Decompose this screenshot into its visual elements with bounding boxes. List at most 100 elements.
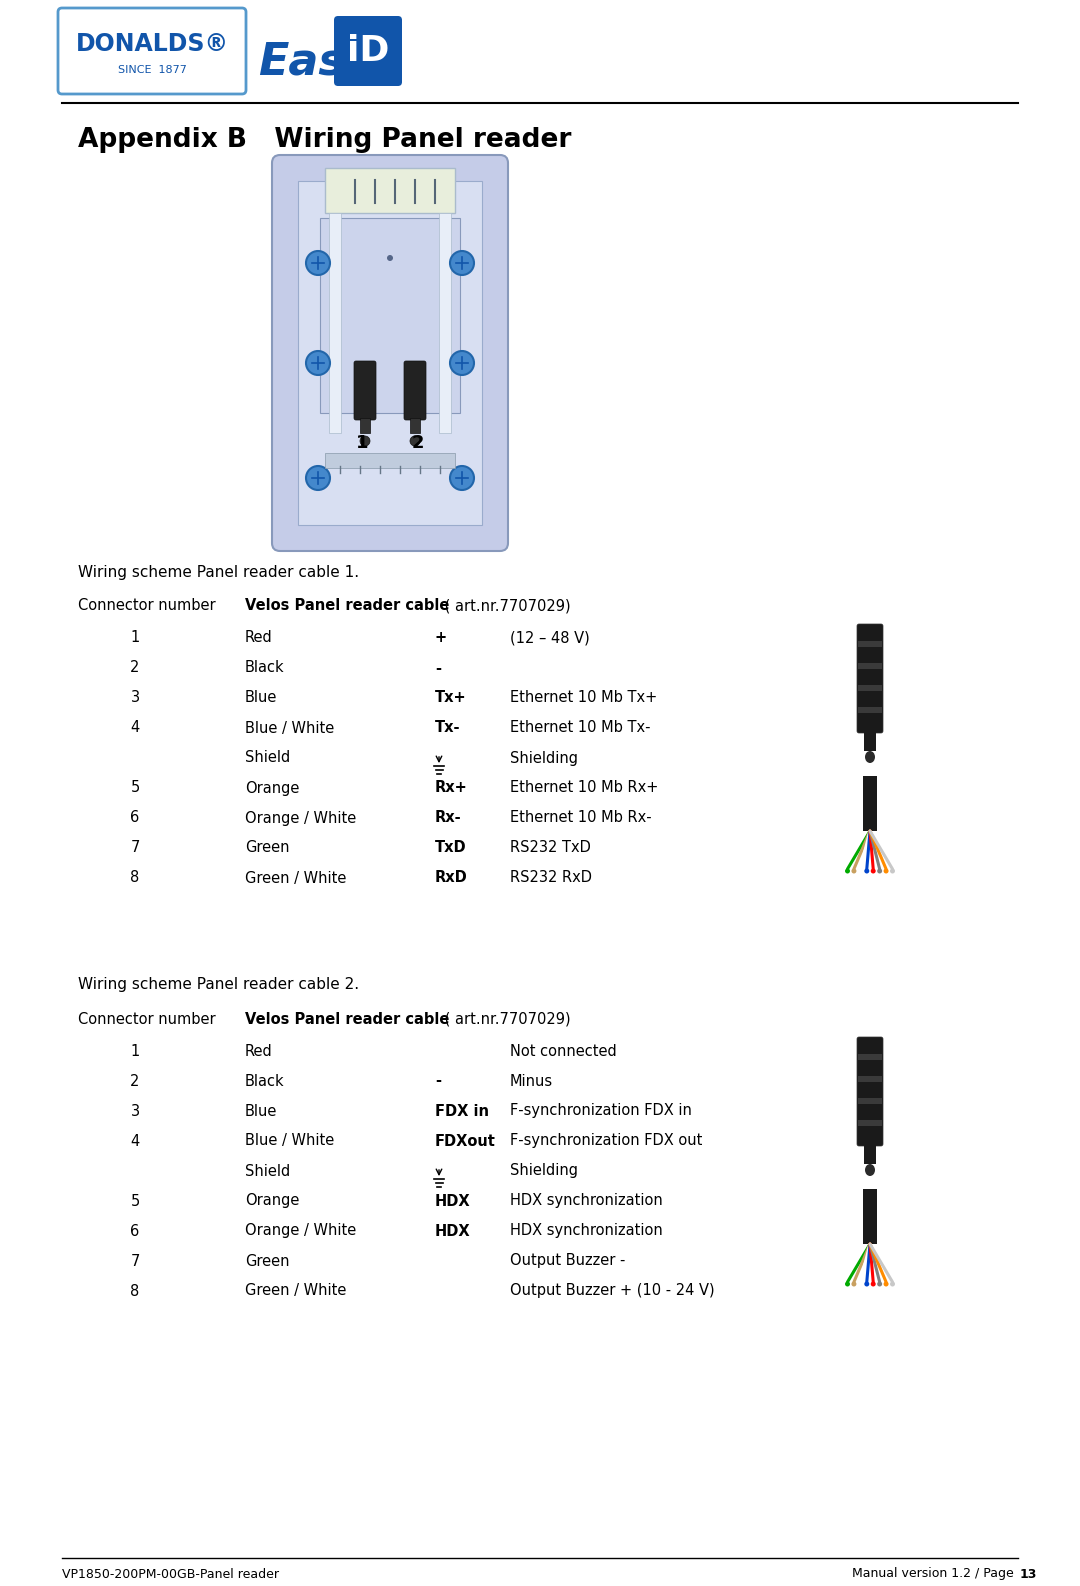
Text: Velos Panel reader cable: Velos Panel reader cable	[245, 598, 449, 614]
Text: Velos Panel reader cable: Velos Panel reader cable	[245, 1012, 449, 1026]
Text: Wiring scheme Panel reader cable 2.: Wiring scheme Panel reader cable 2.	[78, 977, 360, 993]
Text: Tx-: Tx-	[435, 720, 460, 736]
Text: TxD: TxD	[435, 841, 467, 855]
Text: 13: 13	[1020, 1567, 1038, 1581]
Text: Green / White: Green / White	[245, 1283, 347, 1299]
Text: Minus: Minus	[510, 1074, 553, 1088]
Text: 5: 5	[131, 1194, 139, 1209]
Circle shape	[450, 466, 474, 490]
Circle shape	[306, 466, 330, 490]
Text: Green / White: Green / White	[245, 871, 347, 885]
Circle shape	[306, 351, 330, 374]
Text: 7: 7	[131, 1253, 139, 1269]
Text: Wiring scheme Panel reader cable 1.: Wiring scheme Panel reader cable 1.	[78, 565, 360, 579]
Text: Ethernet 10 Mb Rx-: Ethernet 10 Mb Rx-	[510, 810, 651, 825]
Circle shape	[450, 251, 474, 274]
FancyBboxPatch shape	[272, 155, 508, 550]
Text: F-synchronization FDX out: F-synchronization FDX out	[510, 1134, 702, 1148]
Text: 8: 8	[131, 1283, 139, 1299]
Text: Tx+: Tx+	[435, 690, 467, 706]
Circle shape	[845, 1281, 850, 1286]
Text: Connector number: Connector number	[78, 598, 216, 614]
Text: Black: Black	[245, 1074, 285, 1088]
Circle shape	[877, 1281, 882, 1286]
Text: SINCE  1877: SINCE 1877	[118, 65, 187, 75]
Bar	[858, 1055, 882, 1059]
Bar	[360, 419, 370, 433]
Text: Shield: Shield	[245, 750, 291, 766]
Text: 3: 3	[131, 690, 139, 706]
Text: Output Buzzer + (10 - 24 V): Output Buzzer + (10 - 24 V)	[510, 1283, 715, 1299]
Circle shape	[851, 869, 856, 874]
Text: Blue: Blue	[245, 1104, 278, 1118]
Text: 3: 3	[131, 1104, 139, 1118]
Circle shape	[450, 351, 474, 374]
Text: RS232 TxD: RS232 TxD	[510, 841, 591, 855]
Text: RS232 RxD: RS232 RxD	[510, 871, 592, 885]
Text: Connector number: Connector number	[78, 1012, 216, 1026]
Text: VP1850-200PM-00GB-Panel reader: VP1850-200PM-00GB-Panel reader	[62, 1567, 279, 1581]
Text: Ethernet 10 Mb Tx+: Ethernet 10 Mb Tx+	[510, 690, 658, 706]
Circle shape	[890, 1281, 895, 1286]
Text: Blue / White: Blue / White	[245, 1134, 334, 1148]
Text: Ethernet 10 Mb Tx-: Ethernet 10 Mb Tx-	[510, 720, 650, 736]
Bar	[858, 707, 882, 714]
Bar	[320, 217, 460, 412]
Circle shape	[883, 1281, 889, 1286]
Bar	[858, 663, 882, 669]
Circle shape	[306, 251, 330, 274]
Text: Easy: Easy	[258, 41, 374, 84]
Bar	[863, 776, 877, 831]
Circle shape	[387, 255, 393, 262]
Text: 1: 1	[131, 1044, 139, 1058]
Text: Rx+: Rx+	[435, 780, 468, 796]
Circle shape	[845, 869, 850, 874]
Text: Orange: Orange	[245, 780, 299, 796]
Circle shape	[851, 1281, 856, 1286]
Text: F-synchronization FDX in: F-synchronization FDX in	[510, 1104, 692, 1118]
Text: Manual version 1.2 / Page: Manual version 1.2 / Page	[852, 1567, 1018, 1581]
Text: Green: Green	[245, 841, 289, 855]
Text: Appendix B   Wiring Panel reader: Appendix B Wiring Panel reader	[78, 127, 571, 152]
Circle shape	[890, 869, 895, 874]
Text: Black: Black	[245, 660, 285, 676]
Bar	[325, 168, 455, 213]
Circle shape	[410, 436, 420, 446]
FancyBboxPatch shape	[354, 362, 376, 420]
Circle shape	[864, 869, 869, 874]
Circle shape	[360, 436, 370, 446]
Text: 1: 1	[131, 631, 139, 646]
Text: 6: 6	[131, 810, 139, 825]
Bar	[298, 181, 482, 525]
Text: -: -	[435, 1074, 441, 1088]
Text: (12 – 48 V): (12 – 48 V)	[510, 631, 590, 646]
Text: Orange: Orange	[245, 1194, 299, 1209]
Text: HDX: HDX	[435, 1194, 471, 1209]
Text: Red: Red	[245, 631, 273, 646]
Text: 8: 8	[131, 871, 139, 885]
Text: Blue / White: Blue / White	[245, 720, 334, 736]
FancyBboxPatch shape	[58, 8, 246, 94]
Text: Green: Green	[245, 1253, 289, 1269]
Bar	[410, 419, 420, 433]
Bar	[858, 1098, 882, 1104]
Circle shape	[864, 1281, 869, 1286]
Text: HDX: HDX	[435, 1223, 471, 1239]
Bar	[438, 213, 451, 433]
FancyBboxPatch shape	[334, 16, 402, 86]
Bar	[858, 1075, 882, 1082]
Text: iD: iD	[347, 33, 389, 68]
Text: Shielding: Shielding	[510, 750, 578, 766]
Text: RxD: RxD	[435, 871, 468, 885]
FancyBboxPatch shape	[858, 623, 883, 733]
Text: HDX synchronization: HDX synchronization	[510, 1223, 663, 1239]
Ellipse shape	[865, 752, 875, 763]
Text: Output Buzzer -: Output Buzzer -	[510, 1253, 625, 1269]
Text: Rx-: Rx-	[435, 810, 461, 825]
Text: 2: 2	[131, 660, 139, 676]
Circle shape	[870, 1281, 876, 1286]
Text: ( art.nr.7707029): ( art.nr.7707029)	[440, 598, 570, 614]
Bar	[325, 454, 455, 468]
Text: 2: 2	[411, 435, 424, 452]
Bar	[858, 685, 882, 691]
